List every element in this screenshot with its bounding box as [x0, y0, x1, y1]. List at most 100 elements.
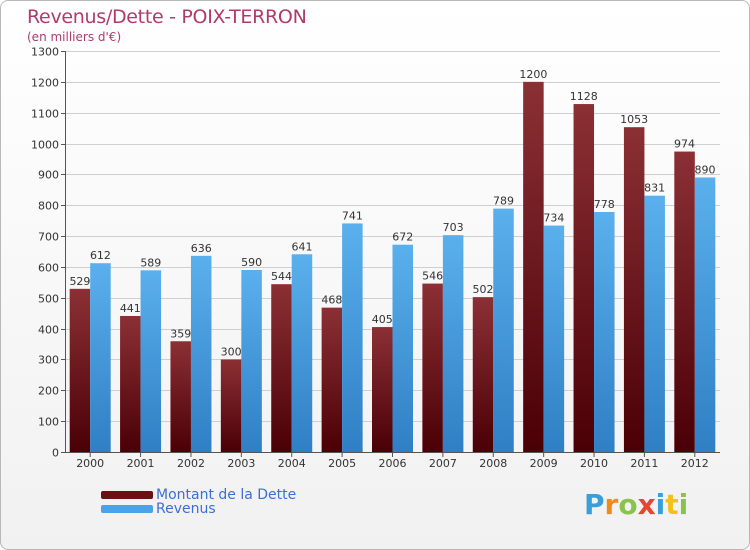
data-label-revenus: 831: [644, 182, 665, 195]
logo-letter: i: [678, 488, 689, 521]
x-tick-label: 2010: [580, 457, 608, 470]
y-tick-label: 1000: [31, 139, 59, 152]
logo-letter: x: [637, 488, 656, 521]
y-tick-label: 400: [38, 324, 59, 337]
x-tick-label: 2001: [127, 457, 155, 470]
y-tick-label: 200: [38, 385, 59, 398]
bar-debt: [573, 104, 595, 452]
data-label-revenus: 672: [392, 231, 413, 244]
data-label-revenus: 612: [90, 249, 111, 262]
logo-letter: P: [584, 488, 605, 521]
bar-debt: [170, 341, 191, 452]
data-label-debt: 300: [221, 345, 242, 358]
bar-debt: [271, 284, 292, 452]
bar-revenus: [342, 223, 363, 452]
bar-debt: [523, 81, 544, 452]
x-tick-label: 2011: [630, 457, 658, 470]
data-label-revenus: 590: [241, 256, 262, 269]
bar-debt: [321, 307, 343, 452]
data-label-debt: 441: [120, 302, 141, 315]
bar-debt: [623, 127, 645, 452]
logo-letter: r: [604, 488, 619, 521]
y-tick-label: 1200: [31, 77, 59, 90]
logo-letter: i: [655, 488, 666, 521]
bar-debt: [372, 327, 393, 452]
bar-debt: [120, 315, 141, 452]
y-tick-label: 600: [38, 262, 59, 275]
logo-letter: o: [618, 488, 638, 521]
y-tick-label: 100: [38, 416, 59, 429]
data-label-debt: 1200: [519, 68, 547, 81]
y-tick-label: 1300: [31, 46, 59, 59]
data-label-debt: 502: [473, 283, 494, 296]
bar-revenus: [543, 225, 565, 452]
chart-subtitle: (en milliers d'€): [27, 30, 122, 44]
data-label-debt: 544: [271, 270, 292, 283]
y-tick-label: 700: [38, 231, 59, 244]
data-label-debt: 1128: [570, 90, 598, 103]
x-tick-label: 2003: [227, 457, 255, 470]
data-label-debt: 1053: [620, 113, 648, 126]
logo-letter: t: [665, 488, 679, 521]
bar-revenus: [90, 263, 111, 452]
x-tick-label: 2004: [278, 457, 306, 470]
data-label-debt: 405: [372, 313, 393, 326]
y-tick-label: 0: [52, 447, 59, 460]
data-label-debt: 546: [422, 270, 443, 283]
data-label-revenus: 789: [493, 195, 514, 208]
legend-swatch-debt: [101, 491, 153, 499]
x-tick-label: 2007: [429, 457, 457, 470]
y-tick-label: 900: [38, 169, 59, 182]
data-label-revenus: 703: [443, 221, 464, 234]
bar-revenus: [644, 195, 665, 452]
bar-revenus: [291, 254, 313, 452]
y-tick-label: 500: [38, 293, 59, 306]
x-tick-label: 2005: [328, 457, 356, 470]
data-label-debt: 529: [69, 275, 90, 288]
bar-revenus: [442, 235, 464, 452]
data-label-revenus: 890: [695, 163, 716, 176]
x-tick-label: 2002: [177, 457, 205, 470]
y-tick-label: 300: [38, 354, 59, 367]
legend-item-debt: Montant de la Dette: [101, 487, 296, 503]
bar-revenus: [594, 212, 615, 452]
bar-revenus: [392, 244, 413, 452]
bar-debt: [674, 151, 695, 452]
axes: 0 100 200 300 400 500 600 700 800 900 1000 1100 1200…: [31, 46, 720, 470]
proxiti-logo: Proxiti: [584, 488, 688, 521]
y-tick-label: 800: [38, 200, 59, 213]
data-label-debt: 468: [321, 294, 342, 307]
bar-revenus: [140, 270, 162, 452]
x-tick-label: 2012: [681, 457, 709, 470]
bar-debt: [220, 359, 242, 452]
legend-item-revenus: Revenus: [101, 501, 216, 517]
data-label-revenus: 734: [543, 212, 564, 225]
data-label-revenus: 636: [191, 242, 212, 255]
bar-revenus: [190, 255, 212, 452]
legend-label-revenus: Revenus: [156, 501, 216, 517]
legend-swatch-revenus: [101, 505, 153, 513]
chart-title: Revenus/Dette - POIX-TERRON: [27, 6, 307, 28]
x-tick-label: 2006: [379, 457, 407, 470]
data-label-debt: 359: [170, 327, 191, 340]
bars: [69, 81, 716, 452]
data-label-revenus: 641: [291, 240, 312, 253]
bar-debt: [422, 283, 443, 452]
data-label-revenus: 778: [594, 198, 615, 211]
data-label-revenus: 589: [140, 256, 161, 269]
data-label-debt: 974: [674, 138, 695, 151]
y-tick-label: 1100: [31, 108, 59, 121]
data-label-revenus: 741: [342, 209, 363, 222]
bar-revenus: [493, 208, 514, 452]
bar-debt: [472, 297, 494, 452]
bar-revenus: [241, 270, 262, 452]
bar-debt: [69, 288, 91, 452]
x-tick-label: 2000: [76, 457, 104, 470]
legend-label-debt: Montant de la Dette: [156, 487, 297, 503]
bar-revenus: [694, 177, 716, 452]
x-tick-label: 2008: [479, 457, 507, 470]
x-tick-label: 2009: [530, 457, 558, 470]
